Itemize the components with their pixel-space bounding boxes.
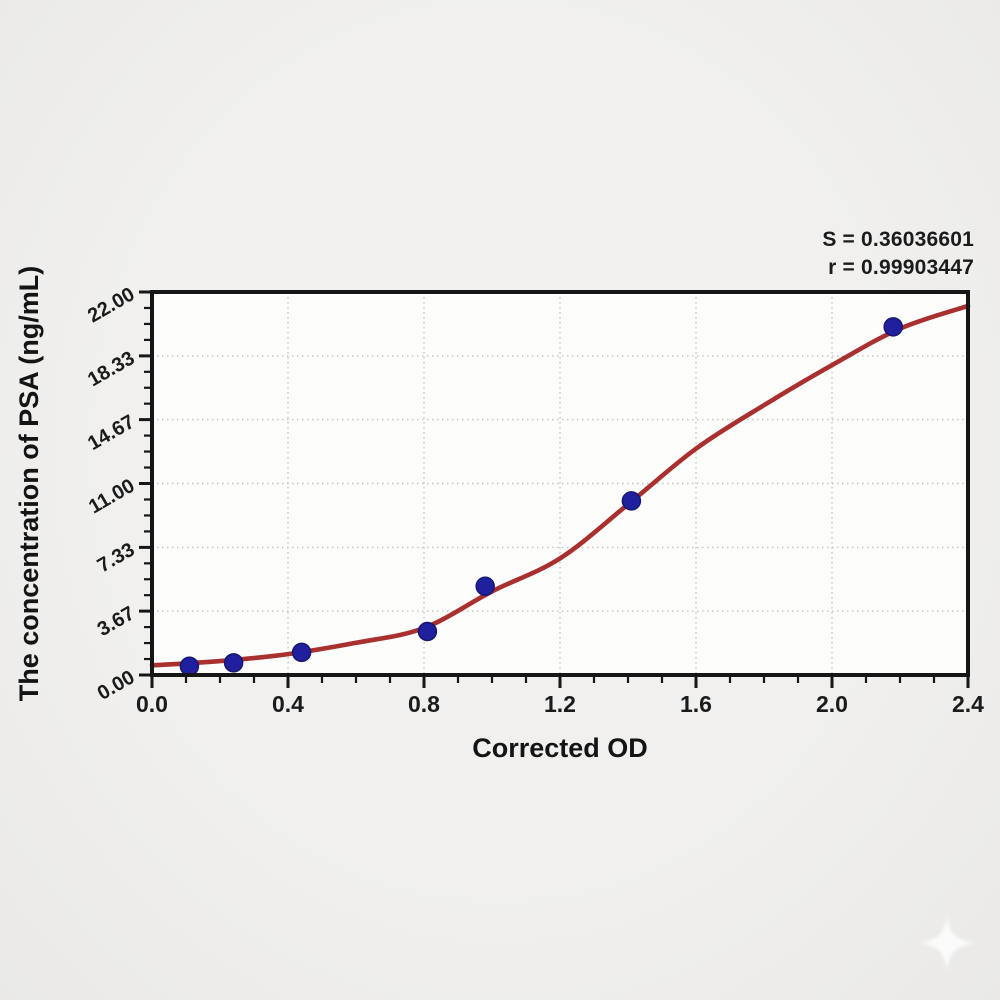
y-tick-label: 22.00	[84, 283, 138, 327]
fitted-curve	[149, 303, 971, 668]
data-point	[291, 642, 312, 663]
y-tick-label: 11.00	[85, 475, 138, 519]
fit-statistic-s: S = 0.36036601	[822, 228, 974, 251]
y-tick-label: 18.33	[84, 347, 138, 391]
y-tick-label: 0.00	[94, 666, 139, 705]
data-point	[883, 317, 903, 337]
data-point	[621, 491, 642, 511]
y-tick-label: 7.33	[94, 539, 139, 578]
x-tick-label: 0.4	[272, 691, 304, 717]
x-tick-label: 0.0	[136, 691, 168, 717]
x-tick-label: 0.8	[408, 691, 440, 717]
y-tick-label: 3.67	[94, 602, 139, 641]
fit-statistics: S = 0.36036601 r = 0.99903447	[822, 226, 974, 282]
x-axis-title: Corrected OD	[472, 733, 648, 763]
y-tick-label: 14.67	[84, 411, 138, 455]
x-tick-label: 2.4	[952, 691, 984, 717]
fit-statistic-r: r = 0.99903447	[828, 256, 974, 279]
data-point	[475, 576, 495, 596]
x-tick-label: 1.2	[544, 691, 576, 717]
data-point	[417, 621, 438, 642]
x-tick-label: 1.6	[680, 691, 712, 717]
y-axis-title: The concentration of PSA (ng/mL)	[14, 266, 44, 702]
sparkle-watermark-icon	[920, 916, 974, 970]
plot-frame	[150, 290, 970, 677]
data-point	[179, 656, 200, 677]
data-point	[223, 653, 244, 673]
x-tick-label: 2.0	[816, 691, 848, 717]
